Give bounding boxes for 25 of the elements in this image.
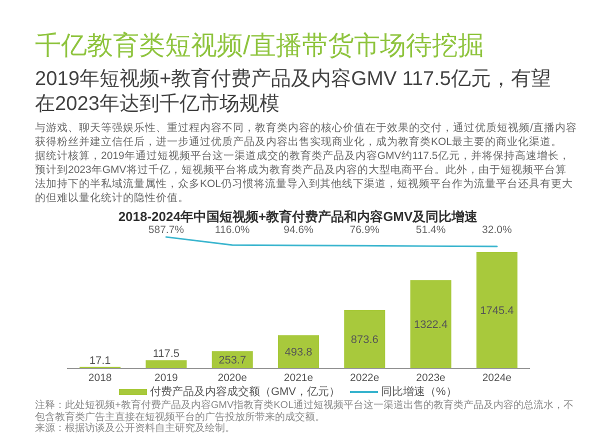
subtitle: 2019年短视频+教育付费产品及内容GMV 117.5亿元，有望在2023年达到千亿市场规模 [35,67,552,117]
x-tick-label: 2022e [350,372,380,384]
chart-title: 2018-2024年中国短视频+教育付费产品和内容GMV及同比增速 [117,209,479,225]
x-tick-label: 2021e [284,372,314,384]
x-tick-label: 2019 [154,372,178,384]
x-tick-label: 2018 [88,372,112,384]
data-label: 76.9% [350,224,380,236]
data-label: 117.5 [152,348,180,360]
data-label: 587.7% [148,224,184,236]
x-tick-label: 2020e [218,372,247,384]
data-label: 17.1 [89,354,111,367]
data-label: 493.8 [284,346,312,359]
data-label: 873.6 [350,334,378,346]
data-label: 94.6% [284,224,314,236]
data-label: 32.0% [482,224,512,236]
x-tick-label: 2023e [416,372,446,384]
title: 千亿教育类短视频/直播带货市场待挖掘 [35,30,484,60]
data-label: 253.7 [218,354,246,367]
legend-label: 付费产品及内容成交额（GMV，亿元） [150,386,340,398]
data-label: 1322.4 [414,319,448,332]
data-label: 116.0% [214,224,250,236]
data-label: 1745.4 [480,305,514,317]
data-label: 51.4% [416,224,446,236]
x-tick-label: 2024e [482,372,512,384]
legend-label: 同比增速（%） [381,386,457,398]
